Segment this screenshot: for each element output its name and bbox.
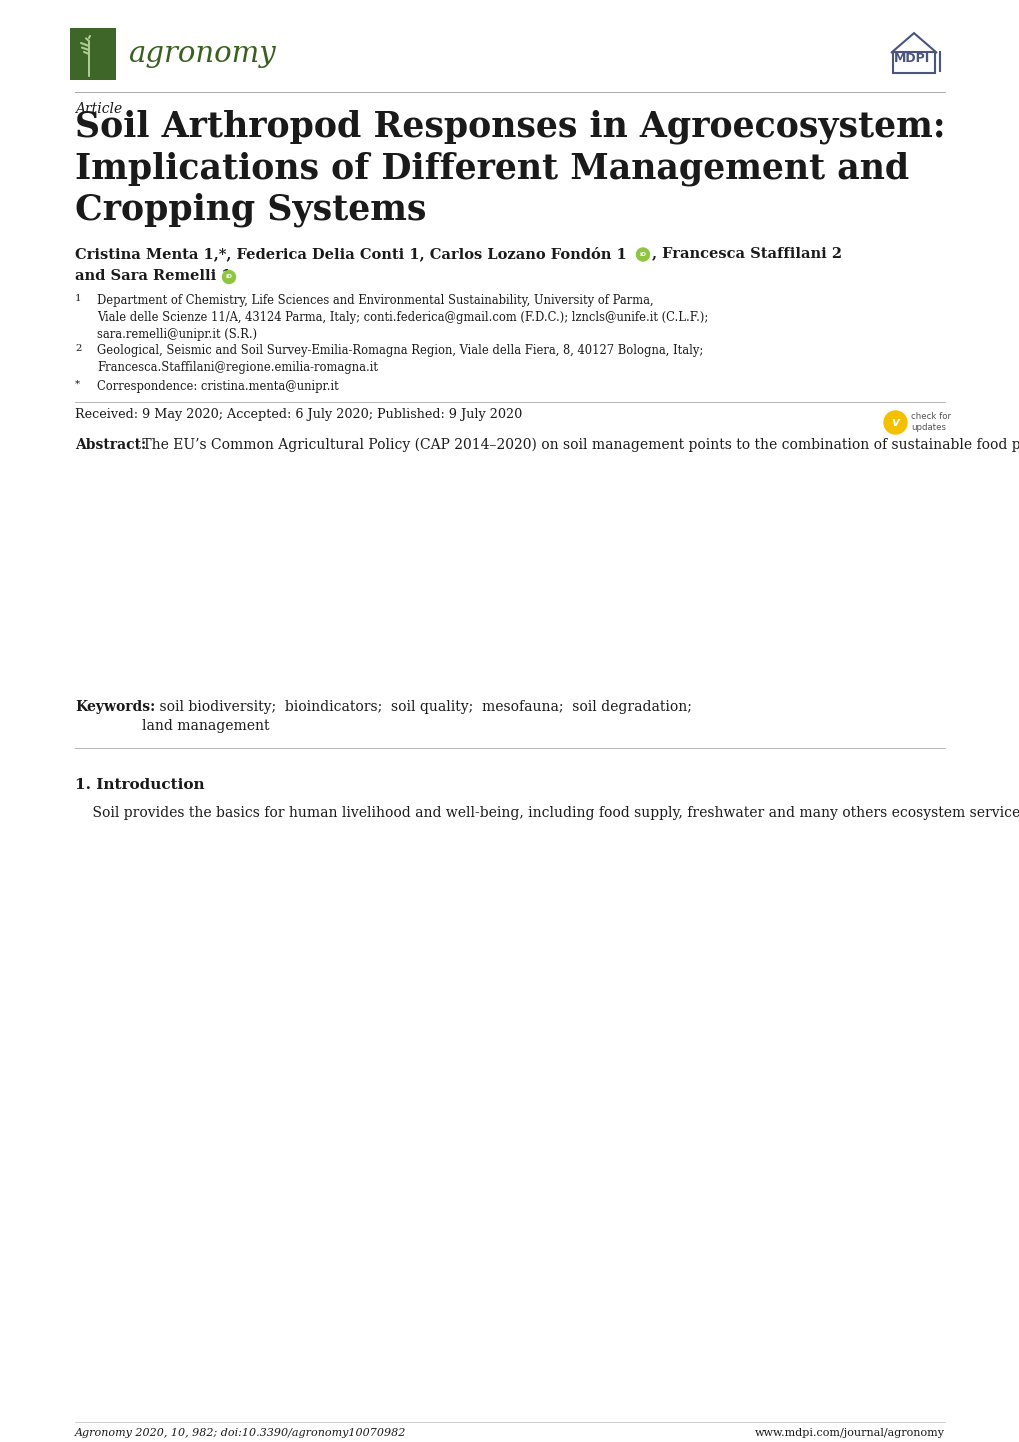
Text: www.mdpi.com/journal/agronomy: www.mdpi.com/journal/agronomy (754, 1428, 944, 1438)
Text: v: v (891, 415, 899, 430)
Text: iD: iD (225, 274, 232, 280)
Text: *: * (75, 381, 81, 389)
Bar (892, 52, 934, 74)
Text: Agronomy 2020, 10, 982; doi:10.3390/agronomy10070982: Agronomy 2020, 10, 982; doi:10.3390/agro… (75, 1428, 406, 1438)
Text: Received: 9 May 2020; Accepted: 6 July 2020; Published: 9 July 2020: Received: 9 May 2020; Accepted: 6 July 2… (75, 408, 522, 421)
Text: The EU’s Common Agricultural Policy (CAP 2014–2020) on soil management points to: The EU’s Common Agricultural Policy (CAP… (138, 438, 1019, 453)
Text: and Sara Remelli 1: and Sara Remelli 1 (75, 270, 231, 283)
Text: 2: 2 (75, 345, 82, 353)
Text: Cropping Systems: Cropping Systems (75, 193, 426, 228)
Text: MDPI: MDPI (893, 52, 929, 65)
Text: Abstract:: Abstract: (75, 438, 146, 451)
Circle shape (222, 271, 235, 284)
Text: Soil Arthropod Responses in Agroecosystem:: Soil Arthropod Responses in Agroecosyste… (75, 110, 945, 144)
Text: 1. Introduction: 1. Introduction (75, 779, 205, 792)
Circle shape (883, 411, 906, 434)
Text: agronomy: agronomy (127, 40, 275, 68)
Text: check for
updates: check for updates (910, 412, 950, 433)
Text: 1: 1 (75, 294, 82, 303)
Text: Implications of Different Management and: Implications of Different Management and (75, 151, 908, 186)
Text: Soil provides the basics for human livelihood and well-being, including food sup: Soil provides the basics for human livel… (75, 806, 1019, 820)
Bar (70, 27, 116, 79)
Text: Geological, Seismic and Soil Survey-Emilia-Romagna Region, Viale della Fiera, 8,: Geological, Seismic and Soil Survey-Emil… (97, 345, 702, 375)
Text: Department of Chemistry, Life Sciences and Environmental Sustainability, Univers: Department of Chemistry, Life Sciences a… (97, 294, 707, 342)
Text: Cristina Menta 1,*, Federica Delia Conti 1, Carlos Lozano Fondón 1: Cristina Menta 1,*, Federica Delia Conti… (75, 247, 626, 261)
Text: , Francesca Staffilani 2: , Francesca Staffilani 2 (651, 247, 842, 261)
Text: Keywords:: Keywords: (75, 699, 155, 714)
Text: soil biodiversity;  bioindicators;  soil quality;  mesofauna;  soil degradation;: soil biodiversity; bioindicators; soil q… (142, 699, 691, 733)
Text: Correspondence: cristina.menta@unipr.it: Correspondence: cristina.menta@unipr.it (97, 381, 338, 394)
Text: iD: iD (639, 252, 646, 257)
Text: Article: Article (75, 102, 122, 115)
Circle shape (636, 248, 649, 261)
